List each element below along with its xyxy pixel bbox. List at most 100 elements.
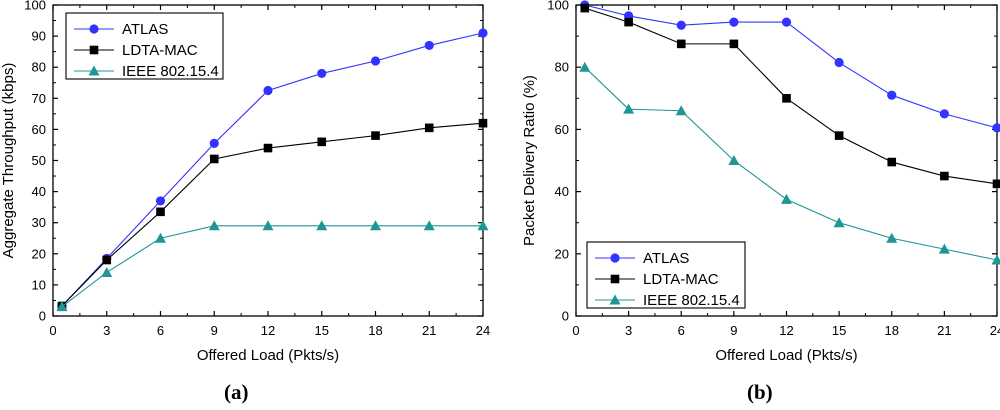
- chart-b-point-atlas: [992, 123, 1000, 133]
- chart-a-point-ieee-802-15-4: [370, 220, 381, 231]
- chart-a-x-tick-label: 21: [422, 323, 436, 338]
- chart-b-point-atlas: [834, 57, 844, 68]
- chart-a-point-ldta-mac: [102, 255, 112, 265]
- chart-a-legend-marker-ldta-mac: [89, 45, 99, 55]
- chart-a-point-ieee-802-15-4: [101, 266, 113, 277]
- chart-a-y-tick-label: 70: [32, 91, 46, 106]
- chart-a-point-ldta-mac: [263, 143, 273, 153]
- chart-b-point-atlas: [781, 17, 792, 27]
- chart-b-point-ieee-802-15-4: [833, 217, 845, 228]
- chart-b-legend-label-atlas: ATLAS: [643, 250, 689, 267]
- chart-a-y-tick-label: 20: [32, 246, 46, 261]
- chart-a-point-ieee-802-15-4: [155, 232, 166, 243]
- chart-b-point-ldta-mac: [729, 39, 739, 49]
- chart-a-point-atlas: [263, 85, 273, 96]
- chart-b-point-ldta-mac: [940, 171, 949, 181]
- caption-a: (a): [224, 380, 249, 404]
- chart-a-legend-label-atlas: ATLAS: [122, 21, 168, 38]
- chart-b-legend-label-ldta-mac: LDTA-MAC: [643, 271, 719, 288]
- chart-a-y-tick-label: 40: [32, 184, 46, 199]
- chart-b-series-line-ieee-802-15-4: [584, 66, 998, 261]
- chart-a-y-tick-label: 80: [32, 60, 46, 75]
- chart-b-x-tick-label: 9: [730, 323, 737, 338]
- chart-b-y-tick-label: 20: [555, 246, 569, 261]
- chart-b-y-tick-label: 0: [562, 309, 569, 324]
- chart-b-y-tick-label: 40: [555, 184, 569, 199]
- chart-a-x-tick-label: 18: [368, 323, 382, 338]
- chart-b-legend-marker-atlas: [610, 253, 620, 263]
- chart-b-point-ieee-802-15-4: [938, 243, 950, 254]
- chart-a-legend-label-ldta-mac: LDTA-MAC: [122, 42, 198, 59]
- chart-b-y-axis-label: Packet Delivery Ratio (%): [521, 75, 538, 246]
- chart-a-legend-marker-atlas: [89, 24, 99, 34]
- chart-a-y-tick-label: 30: [32, 215, 46, 230]
- chart-b-x-tick-label: 18: [885, 323, 899, 338]
- chart-b-y-tick-label: 100: [547, 0, 569, 13]
- chart-a-point-ieee-802-15-4: [208, 220, 220, 231]
- chart-b-x-tick-label: 0: [572, 323, 579, 338]
- chart-b-point-ieee-802-15-4: [991, 254, 1000, 265]
- chart-a-legend-label-ieee-802-15-4: IEEE 802.15.4: [122, 63, 219, 80]
- chart-a-point-ieee-802-15-4: [477, 220, 489, 231]
- chart-b-series-line-ldta-mac: [584, 7, 998, 185]
- chart-b-point-atlas: [939, 109, 949, 119]
- chart-a-point-ieee-802-15-4: [316, 220, 328, 231]
- chart-a-y-tick-label: 10: [32, 277, 46, 292]
- chart-a-point-ieee-802-15-4: [262, 220, 274, 231]
- chart-a-x-tick-label: 9: [211, 323, 218, 338]
- chart-a-x-tick-label: 3: [103, 323, 110, 338]
- chart-a-legend-marker-ieee-802-15-4: [88, 65, 100, 76]
- chart-a-aggregate-throughput: 0 3 6 9 12 15 18 21 24 0 10 20 30 40 50 60 70 80 90 100 Offe…: [0, 0, 490, 364]
- chart-a-y-tick-label: 60: [32, 122, 46, 137]
- chart-b-point-ldta-mac: [676, 39, 686, 49]
- chart-b-x-tick-label: 6: [678, 323, 685, 338]
- chart-b-legend-label-ieee-802-15-4: IEEE 802.15.4: [643, 292, 740, 309]
- chart-b-point-ieee-802-15-4: [728, 155, 740, 165]
- chart-b-y-tick-label: 60: [555, 122, 569, 137]
- chart-a-point-ldta-mac: [478, 118, 488, 128]
- chart-a-x-tick-label: 24: [476, 323, 490, 338]
- chart-a-x-tick-label: 6: [157, 323, 164, 338]
- chart-a-y-tick-label: 0: [39, 309, 46, 324]
- chart-a-point-atlas: [424, 40, 434, 51]
- chart-b-packet-delivery-ratio: 0 3 6 9 12 15 18 21 24 0 20 40 60 80 100 Offered Load (…: [521, 0, 1000, 364]
- chart-b-x-tick-label: 3: [625, 323, 632, 338]
- chart-b-point-ldta-mac: [782, 94, 791, 103]
- chart-b-point-ldta-mac: [834, 131, 844, 140]
- chart-a-point-atlas: [155, 196, 166, 206]
- chart-b-y-tick-label: 80: [555, 60, 569, 75]
- chart-a-point-atlas: [370, 56, 381, 66]
- chart-a-y-tick-label: 50: [32, 153, 46, 168]
- chart-b-point-ieee-802-15-4: [623, 103, 635, 114]
- chart-b-x-tick-label: 15: [832, 323, 846, 338]
- chart-a-point-atlas: [317, 68, 327, 79]
- chart-b-point-ieee-802-15-4: [675, 105, 687, 116]
- chart-a-series-line-ieee-802-15-4: [61, 225, 483, 308]
- chart-b-legend-marker-ldta-mac: [610, 274, 620, 284]
- chart-b-point-ldta-mac: [624, 17, 633, 27]
- chart-b-point-atlas: [676, 20, 686, 30]
- chart-a-x-tick-label: 15: [315, 323, 329, 338]
- chart-b-point-atlas: [887, 90, 897, 100]
- chart-a-point-ldta-mac: [371, 131, 380, 140]
- chart-a-x-axis-label: Offered Load (Pkts/s): [197, 347, 339, 364]
- caption-b: (b): [747, 380, 773, 404]
- chart-b-x-tick-label: 12: [779, 323, 793, 338]
- chart-a-y-tick-label: 90: [32, 29, 46, 44]
- chart-a-point-ldta-mac: [209, 154, 219, 164]
- chart-a-point-ieee-802-15-4: [56, 301, 68, 312]
- chart-b-point-ldta-mac: [887, 157, 897, 167]
- chart-a-point-atlas: [209, 138, 219, 148]
- chart-b-point-ieee-802-15-4: [781, 193, 792, 204]
- chart-a-x-tick-label: 0: [49, 323, 56, 338]
- chart-b-point-ldta-mac: [580, 3, 590, 13]
- chart-b-x-axis-label: Offered Load (Pkts/s): [715, 347, 857, 364]
- chart-b-point-ieee-802-15-4: [579, 61, 591, 72]
- chart-a-series-line-ldta-mac: [61, 122, 484, 307]
- chart-a-point-ldta-mac: [156, 207, 165, 217]
- chart-b-legend-marker-ieee-802-15-4: [609, 294, 621, 305]
- chart-b-point-ldta-mac: [992, 179, 1000, 189]
- chart-a-point-ldta-mac: [424, 123, 434, 133]
- chart-b-point-ieee-802-15-4: [886, 232, 898, 243]
